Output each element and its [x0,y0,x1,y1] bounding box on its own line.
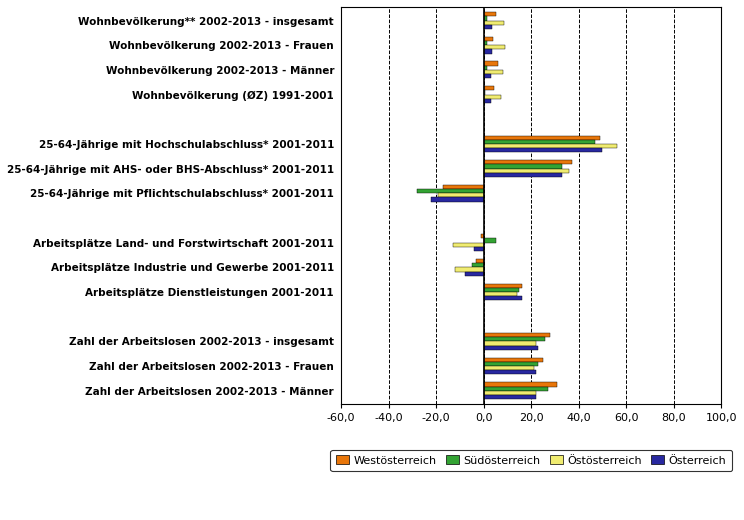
Bar [484,341,536,346]
Bar [484,296,522,301]
Bar [484,45,505,49]
Bar [484,140,595,144]
Bar [484,391,536,395]
Bar [484,12,496,16]
Bar [484,173,562,177]
Bar [484,16,487,20]
Bar [484,382,557,386]
Bar [464,271,484,276]
Bar [476,259,484,263]
Bar [481,234,484,239]
Bar [474,247,484,251]
Bar [484,337,545,341]
Bar [484,370,536,374]
Bar [484,61,498,66]
Legend: Westösterreich, Südösterreich, Östösterreich, Österreich: Westösterreich, Südösterreich, Östösterr… [330,450,732,471]
Bar [484,66,487,70]
Bar [472,263,484,267]
Bar [484,136,600,140]
Bar [484,362,539,366]
Bar [484,168,569,173]
Bar [484,95,501,99]
Bar [484,292,517,296]
Bar [484,366,533,370]
Bar [484,86,494,90]
Bar [455,267,484,271]
Bar [484,49,492,54]
Bar [417,189,484,193]
Bar [484,164,562,168]
Bar [484,160,571,164]
Bar [484,20,504,25]
Bar [438,193,484,198]
Bar [484,283,522,288]
Bar [443,185,484,189]
Bar [484,395,536,399]
Bar [432,198,484,202]
Bar [484,25,492,29]
Bar [484,41,487,45]
Bar [484,99,491,103]
Bar [484,358,543,362]
Bar [484,346,539,350]
Bar [484,70,503,74]
Bar [484,386,548,391]
Bar [484,74,491,79]
Bar [484,37,493,41]
Bar [484,288,519,292]
Bar [484,333,550,337]
Bar [453,243,484,247]
Bar [484,144,617,148]
Bar [484,148,603,152]
Bar [484,239,496,243]
Bar [484,90,485,95]
